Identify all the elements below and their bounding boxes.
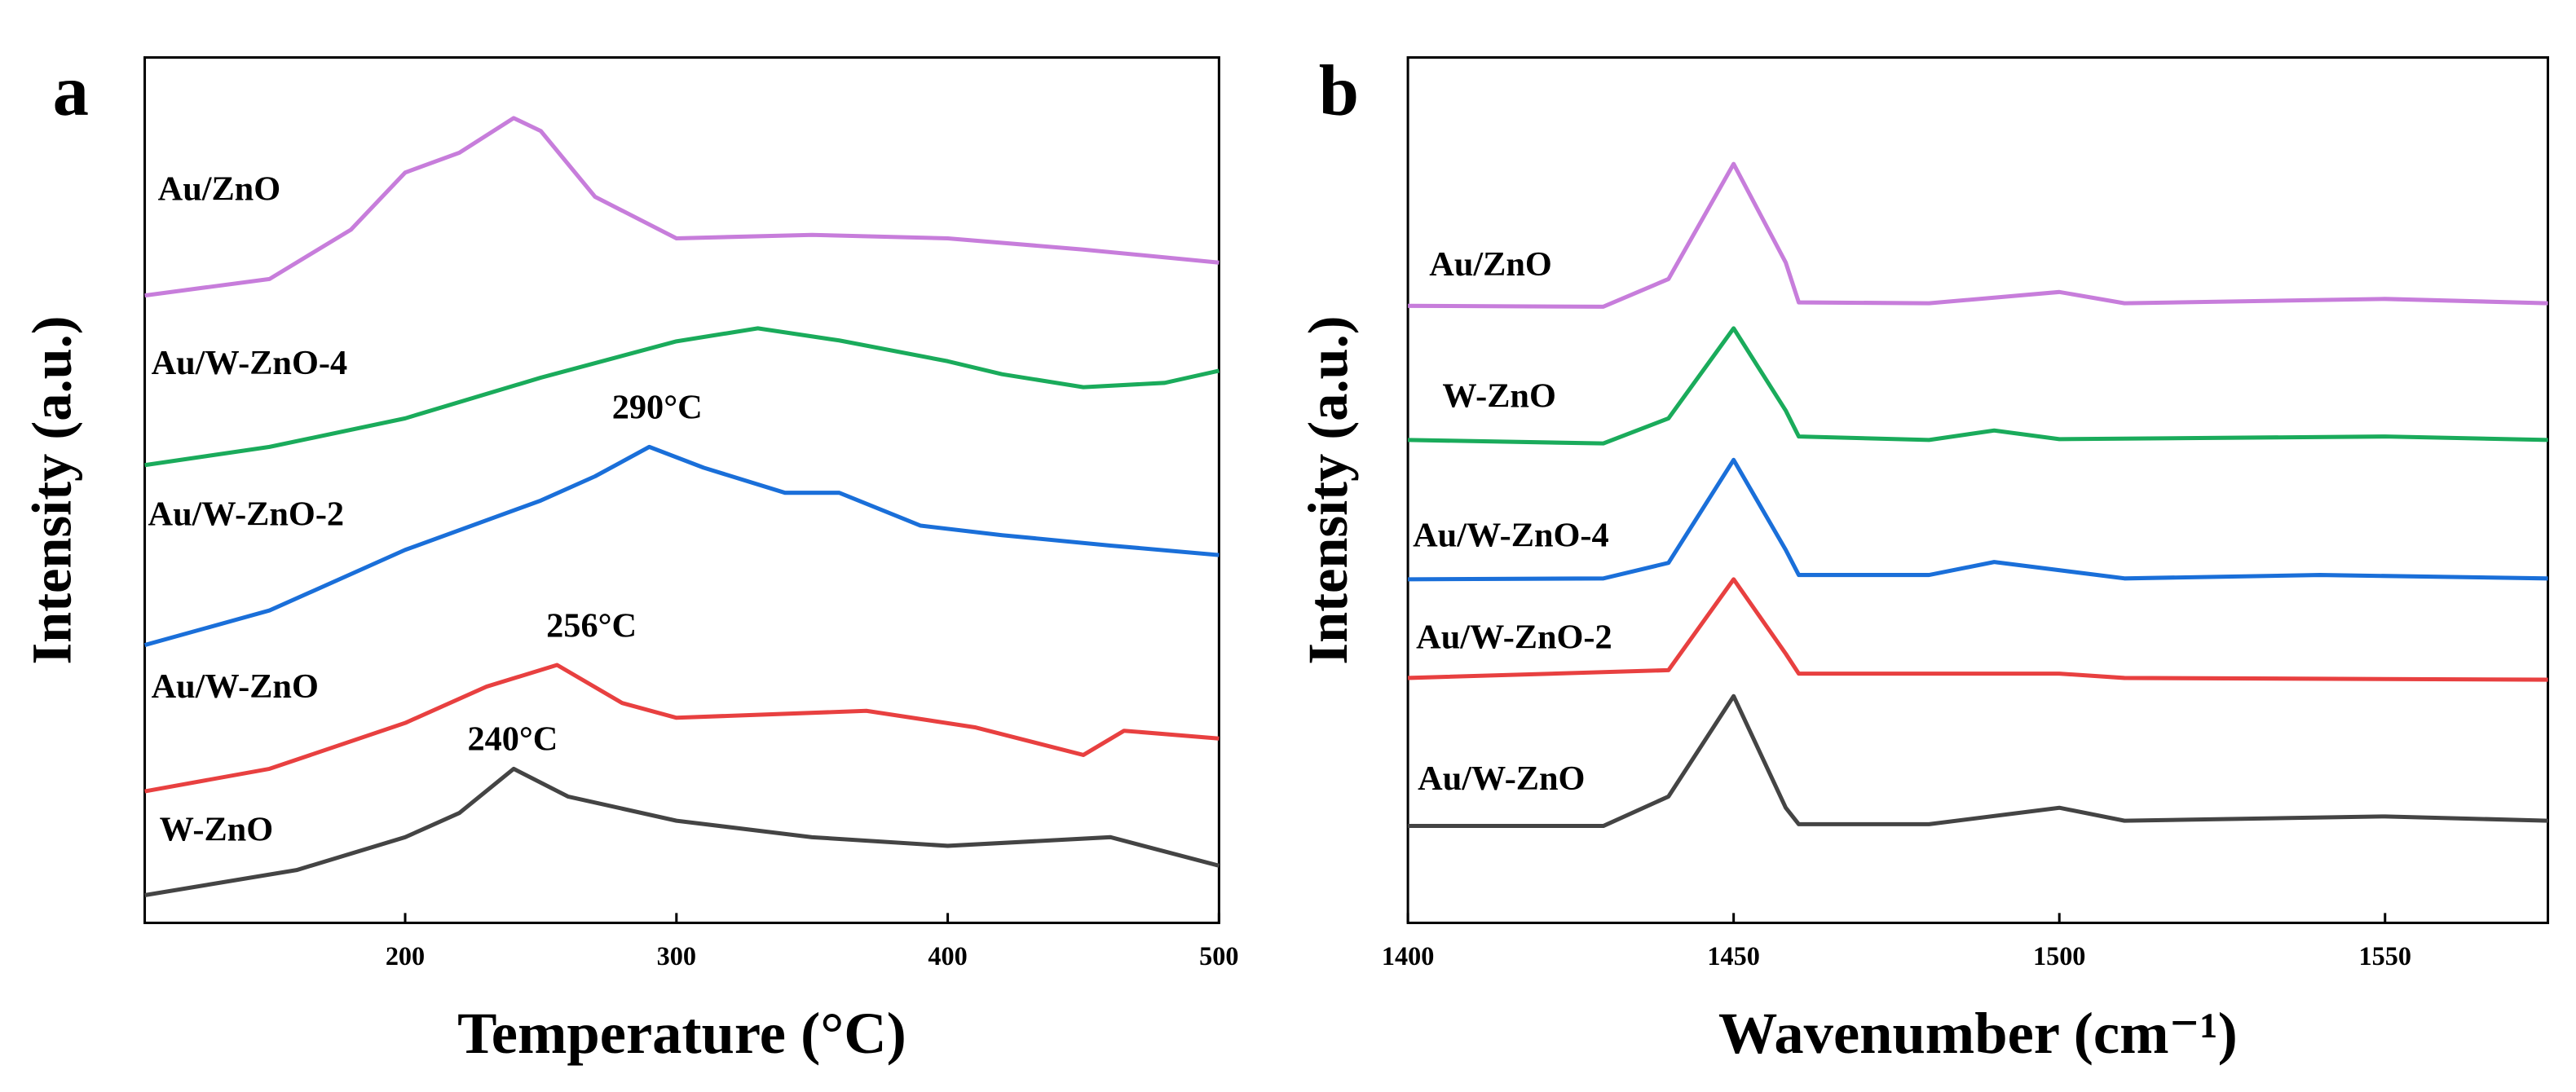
annotation: 256°C — [546, 606, 637, 645]
series-label: Au/ZnO — [158, 170, 280, 208]
x-tick-label: 1450 — [1707, 941, 1759, 971]
series-label: W-ZnO — [1442, 376, 1555, 415]
series-line — [1408, 577, 2548, 682]
series-label: Au/W-ZnO-4 — [152, 344, 348, 382]
annotation: 290°C — [612, 388, 703, 426]
series-line — [144, 663, 1220, 794]
plot-frame — [1406, 56, 2550, 924]
series-line — [143, 444, 1220, 647]
x-tick-label: 300 — [657, 941, 696, 971]
x-tick-label: 500 — [1199, 941, 1238, 971]
series-label: Au/W-ZnO-2 — [148, 495, 345, 533]
series-line — [1408, 326, 2548, 446]
series-label: W-ZnO — [160, 810, 273, 848]
series-line — [144, 766, 1220, 897]
x-axis-title: Wavenumber (cm⁻¹) — [1718, 1000, 2238, 1066]
series-line — [144, 326, 1220, 468]
plot-frame — [143, 56, 1220, 924]
panel-label: a — [53, 51, 89, 131]
series-label: Au/ZnO — [1429, 245, 1551, 284]
x-tick-label: 200 — [386, 941, 425, 971]
x-axis-title: Temperature (°C) — [457, 1000, 906, 1066]
series-label: Au/W-ZnO — [152, 667, 319, 706]
x-tick-label: 400 — [928, 941, 967, 971]
series-line — [144, 116, 1220, 298]
x-tick-label: 1550 — [2359, 941, 2411, 971]
series-label: Au/W-ZnO — [1418, 760, 1585, 798]
series-line — [1408, 457, 2548, 582]
x-tick-label: 1400 — [1382, 941, 1434, 971]
series-line — [1408, 161, 2548, 309]
y-axis-title: Intensity (a.u.) — [1297, 315, 1359, 664]
annotation: 240°C — [467, 720, 558, 759]
series-label: Au/W-ZnO-2 — [1416, 619, 1612, 657]
x-tick-label: 1500 — [2033, 941, 2085, 971]
panel-label: b — [1319, 51, 1359, 131]
y-axis-title: Intensity (a.u.) — [20, 315, 82, 664]
series-label: Au/W-ZnO-4 — [1413, 517, 1609, 555]
series-line — [1408, 694, 2548, 829]
